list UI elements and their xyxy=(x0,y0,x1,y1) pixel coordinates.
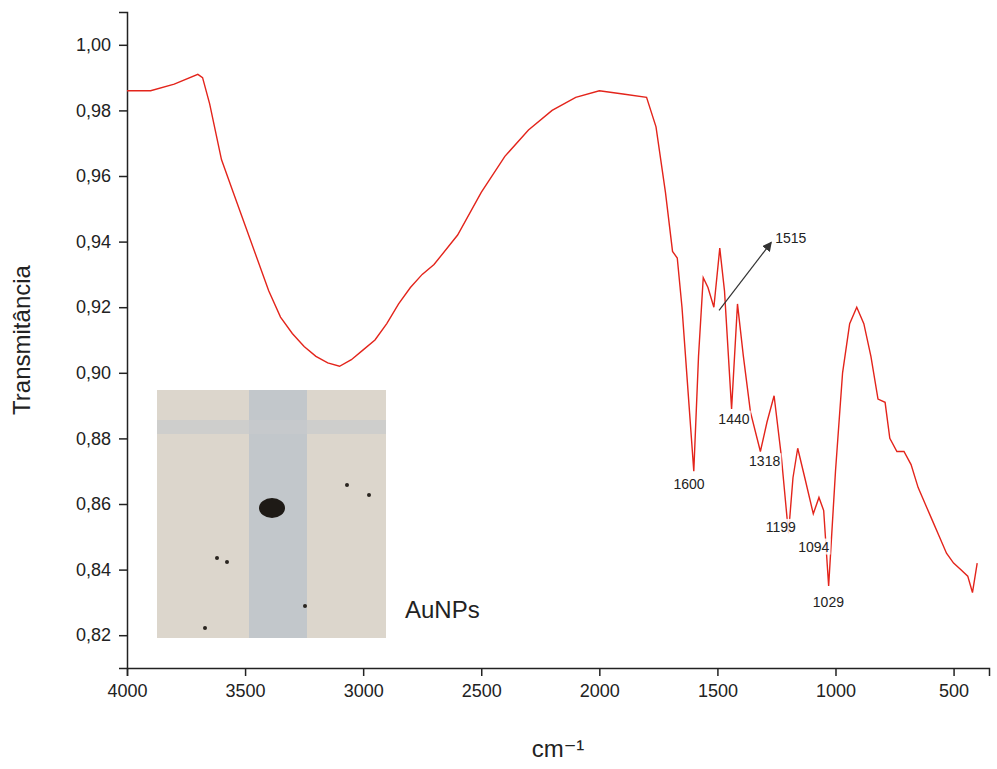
y-axis: 0,82 0,84 0,86 0,88 0,90 0,92 0,94 0,96 0,98 1,00 xyxy=(76,13,128,669)
annotations: 1600 1440 1318 11991094 1029 1515 xyxy=(672,230,845,610)
x-tick-label: 4000 xyxy=(107,681,147,701)
y-tick-mark xyxy=(119,504,127,506)
x-tick-label: 3500 xyxy=(226,681,266,701)
annotation-label: 1600 xyxy=(673,476,704,492)
annotation-arrow xyxy=(719,242,771,310)
inset-background xyxy=(157,390,386,638)
spectrum-line xyxy=(127,74,977,592)
y-tick-label: 0,96 xyxy=(76,166,111,186)
x-axis-title: cm⁻¹ xyxy=(532,735,585,762)
x-tick: 4000 xyxy=(107,668,147,701)
x-axis: 4000 3500 3000 2500 2000 1500 1000 500 xyxy=(107,668,989,701)
y-tick: 0,92 xyxy=(76,297,127,317)
x-tick-label: 3000 xyxy=(344,681,384,701)
x-tick-mark xyxy=(363,668,365,676)
inset-speck xyxy=(367,493,371,497)
x-tick-mark xyxy=(245,668,247,676)
annotation-label: 1029 xyxy=(813,594,844,610)
y-tick: 0,90 xyxy=(76,363,127,383)
inset-band xyxy=(157,420,386,434)
annotation-label: 1094 xyxy=(798,539,829,555)
inset-speck xyxy=(345,483,349,487)
inset-speck xyxy=(303,604,307,608)
annotation-label: 1440 xyxy=(718,411,749,427)
inset-speck xyxy=(225,560,229,564)
y-tick-mark xyxy=(119,635,127,637)
inset-speck xyxy=(203,626,207,630)
axis-line xyxy=(128,669,990,677)
y-tick-label: 0,82 xyxy=(76,625,111,645)
y-tick-mark xyxy=(119,241,127,243)
x-tick: 3500 xyxy=(226,668,266,701)
y-tick-label: 0,84 xyxy=(76,560,111,580)
y-tick: 1,00 xyxy=(76,35,127,55)
y-tick: 0,88 xyxy=(76,429,127,449)
y-axis-title: Transmitância xyxy=(8,264,35,414)
x-tick: 1000 xyxy=(816,668,856,701)
y-tick-label: 0,94 xyxy=(76,232,111,252)
y-tick-mark xyxy=(119,176,127,178)
x-tick: 2500 xyxy=(462,668,502,701)
x-tick: 1500 xyxy=(698,668,738,701)
label-backdrop xyxy=(765,519,797,535)
label-backdrop xyxy=(812,594,845,610)
x-tick-mark xyxy=(717,668,719,676)
x-tick-label: 2000 xyxy=(580,681,620,701)
annotation-label: 1515 xyxy=(775,230,806,246)
y-tick-label: 0,86 xyxy=(76,494,111,514)
axis-line xyxy=(119,13,128,669)
y-tick-mark xyxy=(119,110,127,112)
y-tick-mark xyxy=(119,373,127,375)
y-tick-mark xyxy=(119,569,127,571)
inset-speck xyxy=(215,556,219,560)
inset-particle xyxy=(259,498,285,518)
y-tick: 0,86 xyxy=(76,494,127,514)
x-tick-mark xyxy=(953,668,955,676)
y-tick-label: 0,98 xyxy=(76,101,111,121)
inset-label: AuNPs xyxy=(405,596,480,623)
chart: AuNPs 4000 3500 3000 2500 2000 1500 1000 500 0,82… xyxy=(0,0,997,769)
x-tick-label: 1500 xyxy=(698,681,738,701)
y-tick-mark xyxy=(119,45,127,47)
plot: AuNPs 4000 3500 3000 2500 2000 1500 1000 500 0,82… xyxy=(76,13,990,701)
y-tick: 0,82 xyxy=(76,625,127,645)
y-tick: 0,98 xyxy=(76,101,127,121)
y-tick-mark xyxy=(119,307,127,309)
x-tick-label: 2500 xyxy=(462,681,502,701)
x-tick-mark xyxy=(835,668,837,676)
y-tick-label: 0,90 xyxy=(76,363,111,383)
y-tick-mark xyxy=(119,438,127,440)
label-backdrop xyxy=(672,476,705,492)
x-tick: 3000 xyxy=(344,668,384,701)
annotation-label: 1318 xyxy=(749,453,780,469)
x-tick: 500 xyxy=(939,668,969,701)
x-tick-label: 1000 xyxy=(816,681,856,701)
annotation-label: 1199 xyxy=(766,519,796,535)
y-tick-label: 0,88 xyxy=(76,429,111,449)
y-tick: 0,84 xyxy=(76,560,127,580)
y-tick-label: 0,92 xyxy=(76,297,111,317)
label-backdrop xyxy=(717,411,750,427)
x-tick-mark xyxy=(481,668,483,676)
x-tick-mark xyxy=(599,668,601,676)
label-backdrop xyxy=(797,539,830,555)
y-tick-label: 1,00 xyxy=(76,35,111,55)
x-tick-label: 500 xyxy=(939,681,969,701)
y-tick: 0,96 xyxy=(76,166,127,186)
inset-photo xyxy=(157,390,386,638)
x-tick: 2000 xyxy=(580,668,620,701)
label-backdrop xyxy=(748,453,781,469)
y-tick: 0,94 xyxy=(76,232,127,252)
series xyxy=(127,74,977,592)
